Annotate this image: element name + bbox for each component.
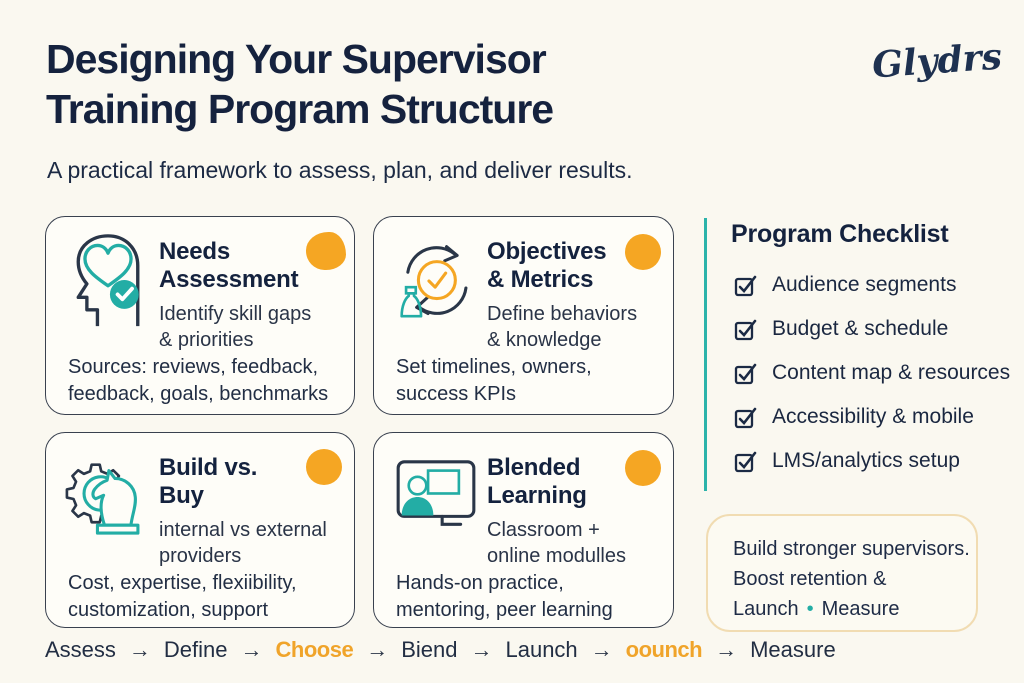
arrow-right-icon: →	[715, 637, 738, 662]
checklist-item: Audience segments	[733, 270, 956, 300]
card-description: Identify skill gaps & priorities	[159, 303, 312, 351]
flow-step-define: Define	[163, 637, 228, 662]
brand-logo: Glydrs	[870, 35, 1004, 87]
card-footer: Set timelines, owners, success KPIs	[396, 356, 592, 405]
card-build-vs-buy: Build vs. Buy internal vs external provi…	[45, 432, 355, 628]
page-title-line1: Designing Your Supervisor	[46, 36, 547, 82]
arrow-right-icon: →	[470, 637, 493, 662]
checkbox-checked-icon	[733, 316, 759, 342]
card-title: Blended Learning	[487, 454, 587, 509]
checklist-item: Content map & resources	[733, 358, 1010, 388]
card-description: Define behaviors & knowledge	[487, 303, 638, 351]
flow-step-measure: Measure	[750, 637, 836, 662]
flow-step-choose: Choose	[275, 637, 354, 662]
callout-line2: Boost retention &	[733, 568, 887, 590]
accent-blob	[306, 232, 346, 270]
accent-circle	[625, 234, 661, 270]
checklist-item-label: Accessibility & mobile	[772, 405, 974, 428]
checklist-item: Budget & schedule	[733, 314, 948, 344]
checkbox-checked-icon	[733, 272, 759, 298]
arrow-right-icon: →	[240, 637, 263, 662]
page-title-line2: Training Program Structure	[46, 86, 554, 132]
card-footer: Cost, expertise, flexiibility, customiza…	[68, 572, 297, 621]
arrow-right-icon: →	[590, 637, 613, 662]
head-heart-check-icon	[64, 233, 152, 329]
checkbox-checked-icon	[733, 404, 759, 430]
checkbox-checked-icon	[733, 360, 759, 386]
summary-callout: Build stronger supervisors. Boost retent…	[706, 514, 978, 632]
checklist-item: Accessibility & mobile	[733, 402, 974, 432]
cycle-check-flask-icon	[392, 233, 480, 329]
card-footer: Hands-on practice, mentoring, peer learn…	[396, 572, 613, 621]
page-subtitle: A practical framework to assess, plan, a…	[47, 157, 633, 183]
checklist-item-label: LMS/analytics setup	[772, 449, 960, 472]
flow-step-launch: Launch	[505, 637, 578, 662]
arrow-right-icon: →	[128, 637, 151, 662]
flow-step-biend: Biend	[401, 637, 458, 662]
checkbox-checked-icon	[733, 448, 759, 474]
card-needs-assessment: Needs Assessment Identify skill gaps & p…	[45, 216, 355, 415]
checklist-item-label: Content map & resources	[772, 361, 1011, 384]
callout-text: Build stronger supervisors. Boost retent…	[733, 534, 970, 624]
arrow-right-icon: →	[366, 637, 389, 662]
card-objectives-metrics: Objectives & Metrics Define behaviors & …	[373, 216, 674, 415]
bullet-dot: •	[806, 598, 814, 620]
checklist-item: LMS/analytics setup	[733, 446, 960, 476]
card-footer: Sources: reviews, feedback, feedback, go…	[68, 356, 329, 405]
callout-line1: Build stronger supervisors.	[733, 538, 970, 560]
vertical-divider	[704, 218, 707, 491]
gear-knight-icon	[64, 449, 152, 545]
flow-step-oounch: oounch	[625, 637, 703, 662]
card-description: internal vs external providers	[159, 519, 327, 567]
card-title: Objectives & Metrics	[487, 238, 607, 293]
flow-step-assess: Assess	[45, 637, 116, 662]
process-flow: Assess → Define → Choose → Biend → Launc…	[45, 637, 836, 663]
checklist-item-label: Budget & schedule	[772, 317, 949, 340]
monitor-person-icon	[392, 449, 480, 545]
card-title: Needs Assessment	[159, 238, 299, 293]
checklist-item-label: Audience segments	[772, 273, 957, 296]
checklist-title: Program Checklist	[731, 220, 949, 248]
card-description: Classroom + online modulles	[487, 519, 626, 567]
accent-circle	[306, 449, 342, 485]
callout-line3: Launch • Measure	[733, 598, 900, 620]
card-blended-learning: Blended Learning Classroom + online modu…	[373, 432, 674, 628]
accent-circle	[625, 450, 661, 486]
card-title: Build vs. Buy	[159, 454, 258, 509]
page-title: Designing Your Supervisor Training Progr…	[46, 34, 554, 134]
